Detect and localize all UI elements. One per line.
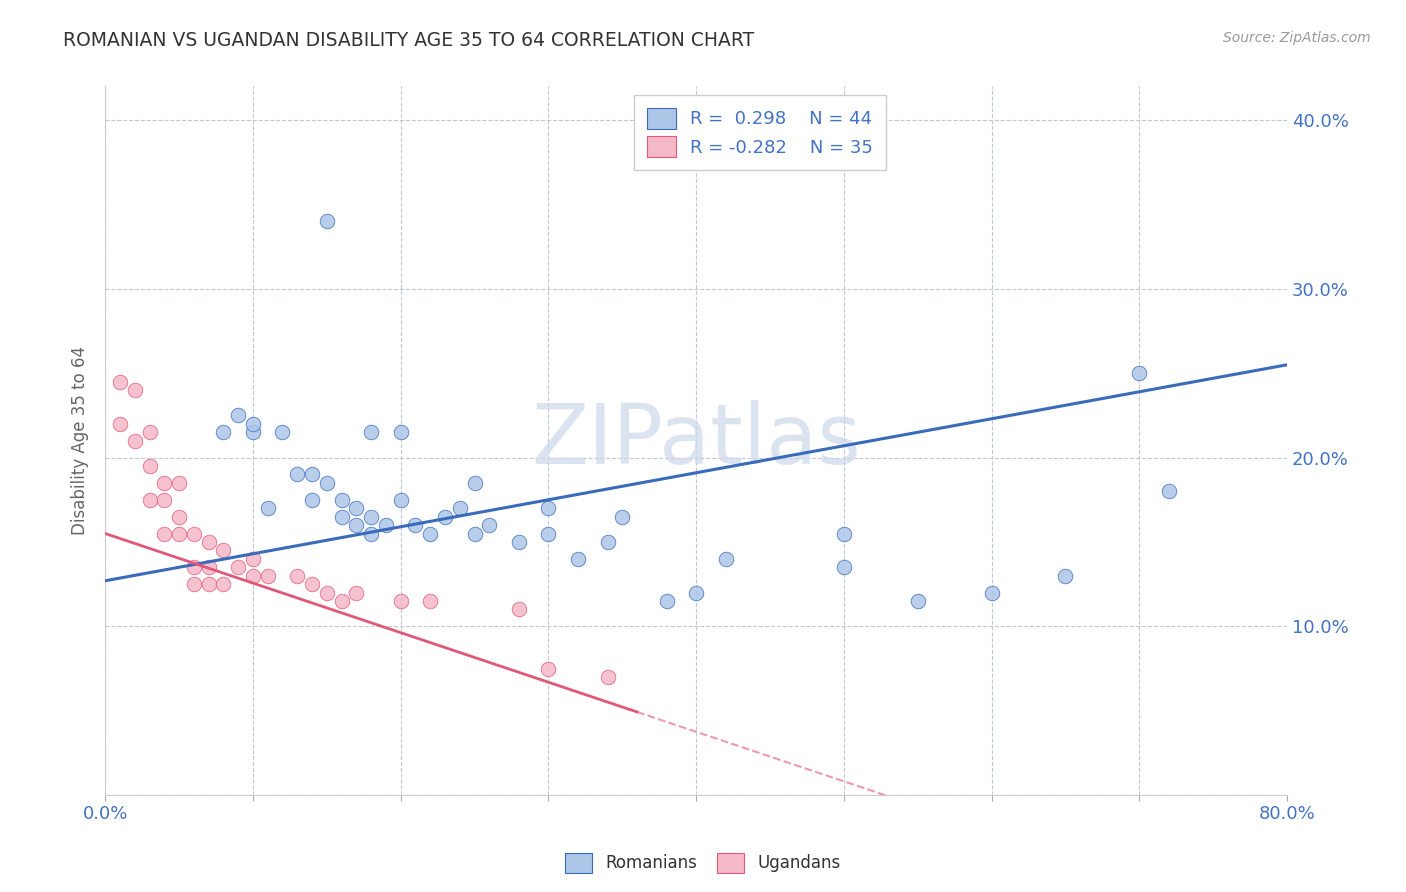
Point <box>124 434 146 448</box>
Point <box>226 409 249 423</box>
Point <box>344 518 367 533</box>
Point <box>1157 484 1180 499</box>
Point <box>464 475 486 490</box>
Point <box>389 594 412 608</box>
Legend: Romanians, Ugandans: Romanians, Ugandans <box>558 847 848 880</box>
Point <box>389 492 412 507</box>
Point <box>360 425 382 440</box>
Point <box>301 577 323 591</box>
Point <box>685 585 707 599</box>
Point <box>301 467 323 482</box>
Point <box>537 501 560 516</box>
Point <box>256 501 278 516</box>
Point <box>183 560 205 574</box>
Point <box>1054 568 1077 582</box>
Point <box>271 425 294 440</box>
Point <box>980 585 1002 599</box>
Point <box>242 425 264 440</box>
Point <box>285 467 308 482</box>
Point <box>183 577 205 591</box>
Point <box>153 492 176 507</box>
Point <box>138 458 160 473</box>
Point <box>907 594 929 608</box>
Point <box>242 568 264 582</box>
Point <box>226 560 249 574</box>
Point <box>537 661 560 675</box>
Point <box>138 425 160 440</box>
Point <box>449 501 471 516</box>
Y-axis label: Disability Age 35 to 64: Disability Age 35 to 64 <box>72 346 89 535</box>
Point <box>212 425 235 440</box>
Point <box>330 509 353 524</box>
Point <box>360 509 382 524</box>
Point <box>167 475 190 490</box>
Point <box>330 492 353 507</box>
Point <box>138 492 160 507</box>
Point <box>714 551 737 566</box>
Point <box>315 475 337 490</box>
Point <box>315 214 337 228</box>
Point <box>478 518 501 533</box>
Point <box>419 526 441 541</box>
Point <box>301 492 323 507</box>
Point <box>124 383 146 397</box>
Point <box>508 535 530 549</box>
Point <box>256 568 278 582</box>
Text: ZIPatlas: ZIPatlas <box>531 401 860 481</box>
Point <box>108 417 131 431</box>
Point <box>360 526 382 541</box>
Point <box>330 594 353 608</box>
Point <box>464 526 486 541</box>
Text: ROMANIAN VS UGANDAN DISABILITY AGE 35 TO 64 CORRELATION CHART: ROMANIAN VS UGANDAN DISABILITY AGE 35 TO… <box>63 31 755 50</box>
Point <box>344 501 367 516</box>
Point <box>832 560 855 574</box>
Point <box>285 568 308 582</box>
Point <box>242 417 264 431</box>
Point <box>212 577 235 591</box>
Point <box>108 375 131 389</box>
Point <box>167 509 190 524</box>
Point <box>567 551 589 566</box>
Point <box>832 526 855 541</box>
Point <box>167 526 190 541</box>
Point <box>212 543 235 558</box>
Point <box>197 560 219 574</box>
Point <box>183 526 205 541</box>
Point <box>153 526 176 541</box>
Legend: R =  0.298    N = 44, R = -0.282    N = 35: R = 0.298 N = 44, R = -0.282 N = 35 <box>634 95 886 169</box>
Point <box>242 551 264 566</box>
Point <box>197 535 219 549</box>
Point <box>508 602 530 616</box>
Point <box>315 585 337 599</box>
Point <box>389 425 412 440</box>
Point <box>404 518 426 533</box>
Point <box>596 535 619 549</box>
Point <box>374 518 396 533</box>
Point <box>655 594 678 608</box>
Point <box>344 585 367 599</box>
Point <box>153 475 176 490</box>
Point <box>537 526 560 541</box>
Point <box>419 594 441 608</box>
Point <box>596 670 619 684</box>
Point <box>197 577 219 591</box>
Point <box>1128 366 1150 380</box>
Point <box>612 509 634 524</box>
Point <box>434 509 457 524</box>
Text: Source: ZipAtlas.com: Source: ZipAtlas.com <box>1223 31 1371 45</box>
